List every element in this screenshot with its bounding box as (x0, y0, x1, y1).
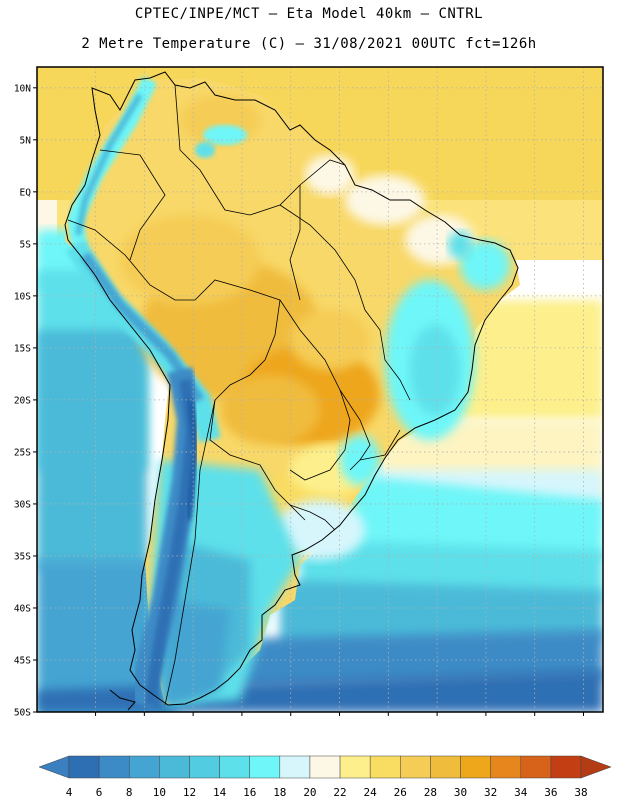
colorbar: 4 6 8 10 12 14 16 18 20 22 24 26 28 30 32 34 36 38 (38, 755, 612, 799)
colorbar-label: 26 (394, 786, 407, 799)
colorbar-cell (159, 755, 190, 779)
lat-label: 25S (14, 447, 31, 458)
colorbar-label: 8 (126, 786, 133, 799)
colorbar-labels: 4 6 8 10 12 14 16 18 20 22 24 26 28 30 32 34 36 38 (66, 786, 588, 799)
colorbar-label: 16 (243, 786, 256, 799)
colorbar-label: 28 (424, 786, 437, 799)
lat-label: 35S (14, 551, 31, 562)
colorbar-cell (520, 755, 552, 779)
country-borders (67, 84, 411, 706)
colorbar-label: 30 (454, 786, 467, 799)
colorbar-cells (38, 755, 612, 779)
colorbar-low-arrow (38, 755, 70, 779)
colorbar-cell (128, 755, 160, 779)
colorbar-label: 18 (273, 786, 286, 799)
lat-label: 10N (14, 83, 31, 94)
colorbar-label: 4 (66, 786, 73, 799)
colorbar-cell (309, 755, 341, 779)
lat-label: 5S (20, 239, 32, 250)
colorbar-cell (369, 755, 401, 779)
colorbar-cell (460, 755, 491, 779)
longitude-labels: 80W75W70W65W60W55W50W45W40W35W30W (95, 712, 584, 716)
map-frame (36, 66, 604, 713)
lat-label: 45S (14, 655, 31, 666)
colorbar-label: 22 (333, 786, 346, 799)
lat-label: 5N (20, 135, 32, 146)
colorbar-high-arrow (580, 755, 612, 779)
colorbar-cell (189, 755, 220, 779)
colorbar-cell (490, 755, 522, 779)
temperature-map: 10N 5N EQ 5S 10S 15S 20S 25S 30S 35S 40S 45S 50S 80W… (14, 66, 604, 719)
lat-label: 40S (14, 603, 31, 614)
lat-label: 30S (14, 499, 31, 510)
colorbar-cell (219, 755, 250, 779)
colorbar-label: 32 (484, 786, 497, 799)
coastline (64, 71, 519, 711)
colorbar-label: 38 (574, 786, 587, 799)
colorbar-label: 24 (364, 786, 378, 799)
colorbar-label: 20 (303, 786, 316, 799)
colorbar-label: 36 (544, 786, 557, 799)
colorbar-label: 10 (153, 786, 166, 799)
lat-label: 15S (14, 343, 31, 354)
colorbar-cell (98, 755, 130, 779)
lat-label: 20S (14, 395, 31, 406)
colorbar-cell (400, 755, 431, 779)
lat-label: 10S (14, 291, 31, 302)
latitude-labels: 10N 5N EQ 5S 10S 15S 20S 25S 30S 35S 40S 45S 50S (14, 83, 37, 719)
colorbar-cell (430, 755, 461, 779)
colorbar-cell (339, 755, 371, 779)
map-title-line1: CPTEC/INPE/MCT – Eta Model 40km – CNTRL (134, 6, 484, 22)
colorbar-label: 6 (96, 786, 103, 799)
temperature-field (37, 67, 603, 712)
colorbar-label: 14 (213, 786, 227, 799)
colorbar-label: 34 (514, 786, 528, 799)
colorbar-cell (68, 755, 100, 779)
lat-label: 50S (14, 708, 31, 719)
lat-label: EQ (20, 187, 32, 198)
colorbar-cell (249, 755, 281, 779)
colorbar-cell (279, 755, 311, 779)
colorbar-label: 12 (183, 786, 196, 799)
map-title-line2: 2 Metre Temperature (C) – 31/08/2021 00U… (81, 36, 537, 52)
colorbar-cell (550, 755, 582, 779)
